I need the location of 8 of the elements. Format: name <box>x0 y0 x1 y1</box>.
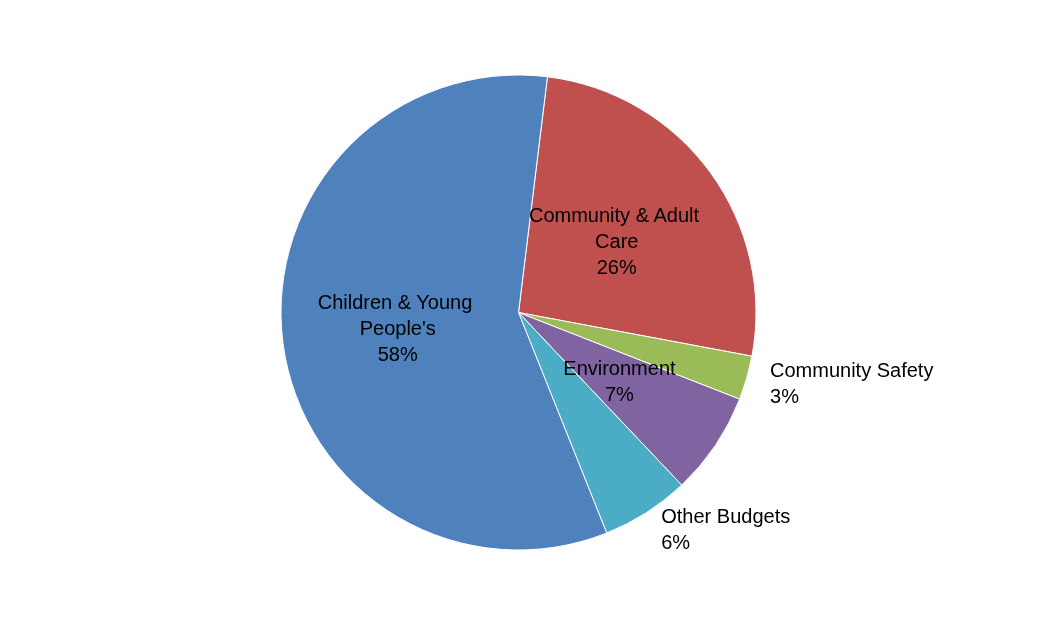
data-label: 3% <box>770 385 800 408</box>
data-label: 58% <box>377 343 418 366</box>
data-label: 7% <box>604 382 635 405</box>
data-label: 6% <box>661 531 691 554</box>
slice-label: Children & Young People's <box>317 291 478 340</box>
slice-label: Community Safety <box>770 359 934 382</box>
slice-label: Other Budgets <box>661 505 791 528</box>
data-label: 26% <box>596 255 637 278</box>
